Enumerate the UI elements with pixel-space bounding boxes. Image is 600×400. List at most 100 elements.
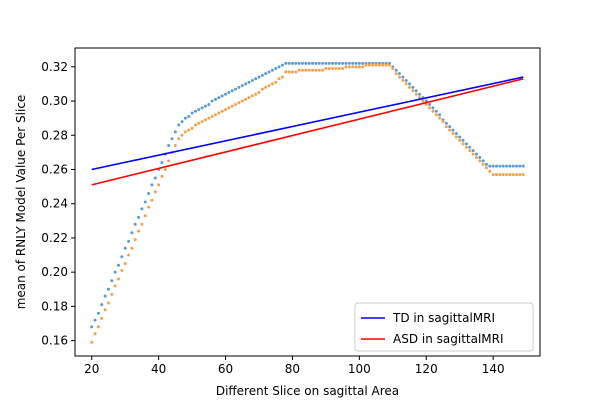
scatter-point: [290, 61, 294, 65]
scatter-point: [217, 96, 221, 100]
y-axis-ticks: 0.16 0.18 0.20 0.22 0.24 0.26 0.28 0.30 0.32: [41, 60, 75, 348]
scatter-point: [147, 191, 151, 195]
scatter-point: [377, 63, 381, 67]
scatter-point: [183, 116, 187, 120]
scatter-point: [240, 99, 244, 103]
legend-label: ASD in sagittalMRI: [393, 332, 504, 346]
x-tick-label: 100: [348, 362, 371, 376]
scatter-point: [414, 92, 418, 96]
scatter-point: [518, 173, 522, 177]
scatter-point: [307, 68, 311, 72]
scatter-point: [474, 152, 478, 156]
scatter-point: [448, 128, 452, 132]
y-tick-label: 0.18: [41, 299, 68, 313]
scatter-point: [110, 279, 114, 283]
x-tick-label: 80: [285, 362, 300, 376]
scatter-point: [451, 132, 455, 136]
scatter-point: [411, 89, 415, 93]
scatter-point: [187, 114, 191, 118]
scatter-point: [130, 231, 134, 235]
scatter-point: [203, 118, 207, 122]
scatter-point: [153, 190, 157, 194]
scatter-point: [488, 169, 492, 173]
scatter-point: [344, 61, 348, 65]
scatter-point: [304, 61, 308, 65]
scatter-point: [357, 61, 361, 65]
scatter-point: [123, 262, 127, 266]
scatter-point: [384, 63, 388, 67]
scatter-point: [220, 94, 224, 98]
scatter-point: [277, 65, 281, 69]
scatter-point: [508, 173, 512, 177]
scatter-point: [120, 255, 124, 259]
scatter-point: [167, 159, 171, 163]
scatter-point: [123, 246, 127, 250]
scatter-point: [290, 70, 294, 74]
scatter-point: [491, 173, 495, 177]
scatter-point: [90, 325, 94, 329]
scatter-point: [227, 90, 231, 94]
scatter-point: [96, 325, 100, 329]
axes-frame: [74, 47, 541, 357]
scatter-point: [100, 316, 104, 320]
scatter-point: [347, 61, 351, 65]
scatter-point: [428, 106, 432, 110]
scatter-point: [284, 70, 288, 74]
scatter-point: [478, 156, 482, 160]
scatter-point: [468, 145, 472, 149]
scatter-point: [444, 125, 448, 129]
scatter-point: [438, 113, 442, 117]
scatter-point: [96, 311, 100, 315]
scatter-point: [230, 104, 234, 108]
scatter-point: [250, 94, 254, 98]
scatter-point: [210, 114, 214, 118]
scatter-point: [170, 137, 174, 141]
scatter-point: [317, 61, 321, 65]
scatter-point: [398, 75, 401, 79]
legend-label: TD in sagittalMRI: [392, 311, 495, 325]
scatter-point: [224, 108, 228, 112]
scatter-point: [257, 75, 261, 79]
scatter-point: [374, 63, 378, 67]
scatter-point: [324, 67, 328, 71]
scatter-point: [454, 135, 458, 139]
scatter-point: [270, 68, 274, 72]
scatter-point: [234, 87, 238, 91]
scatter-point: [220, 109, 224, 113]
scatter-point: [160, 174, 164, 178]
scatter-point: [160, 161, 164, 165]
scatter-point: [214, 113, 217, 117]
scatter-point: [394, 72, 398, 76]
scatter-point: [334, 61, 338, 65]
scatter-point: [180, 120, 184, 124]
x-tick-label: 20: [84, 362, 99, 376]
scatter-point: [280, 63, 284, 67]
scatter-point: [100, 303, 104, 307]
scatter-point: [237, 101, 241, 105]
scatter-point: [337, 61, 341, 65]
scatter-point: [130, 246, 134, 250]
scatter-point: [521, 173, 525, 177]
scatter-point: [424, 102, 428, 106]
y-tick-label: 0.22: [41, 231, 68, 245]
scatter-point: [106, 301, 110, 305]
plot-marks: [90, 61, 525, 344]
scatter-point: [354, 65, 358, 69]
scatter-point: [137, 229, 141, 233]
scatter-point: [147, 205, 151, 209]
scatter-point: [210, 99, 214, 103]
scatter-point: [458, 135, 462, 139]
scatter-point: [140, 222, 144, 226]
scatter-point: [140, 207, 144, 211]
scatter-point: [133, 238, 137, 242]
scatter-point: [153, 176, 157, 180]
scatter-point: [90, 340, 94, 344]
scatter-point: [367, 63, 371, 67]
scatter-point: [508, 164, 512, 168]
scatter-point: [341, 67, 345, 71]
scatter-point: [193, 123, 197, 127]
scatter-point: [458, 138, 462, 142]
scatter-point: [143, 214, 147, 218]
scatter-point: [197, 121, 201, 125]
scatter-point: [434, 109, 438, 113]
